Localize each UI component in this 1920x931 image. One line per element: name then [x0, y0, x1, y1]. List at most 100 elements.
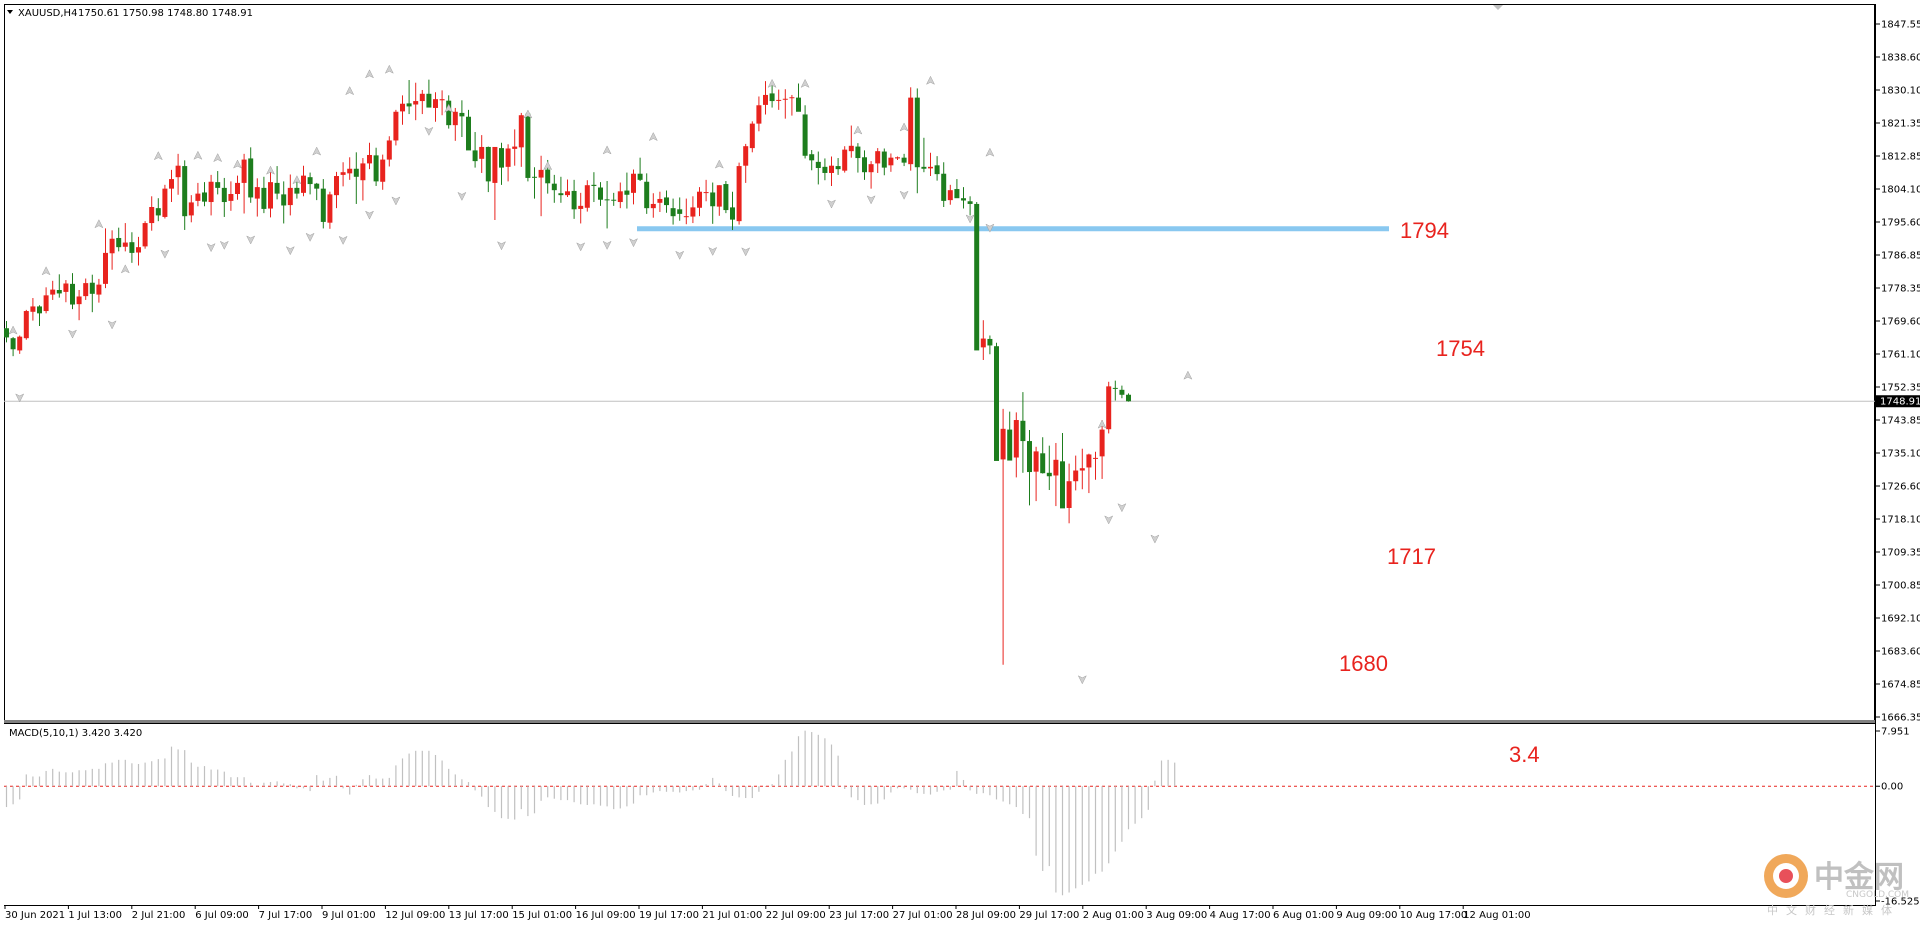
candle-body	[736, 166, 742, 222]
candle-body	[1126, 394, 1131, 402]
candle-body	[248, 158, 254, 198]
candle-body	[683, 216, 689, 218]
menu-triangle-icon[interactable]	[7, 10, 13, 14]
candle-body	[360, 163, 366, 181]
candle-body	[710, 192, 716, 207]
price-label: 1726.60	[1881, 482, 1920, 493]
fractal-up-arrow-icon	[345, 86, 355, 96]
candle-body	[796, 97, 801, 112]
fractal-up-arrow-icon	[648, 131, 658, 142]
fractal-up-arrow-icon	[265, 165, 276, 175]
candle-body	[637, 173, 643, 180]
candle-body	[327, 194, 333, 223]
logo-slogan: 中文财经新媒体	[1767, 903, 1900, 917]
candle-body	[525, 113, 531, 178]
fractal-up-arrow-icon	[899, 122, 909, 132]
candle-body	[961, 198, 966, 201]
candle-body	[122, 242, 128, 247]
candle-body	[294, 187, 300, 194]
time-label: 27 Jul 01:00	[893, 910, 953, 921]
price-label: 1743.85	[1881, 416, 1920, 427]
fractal-down-arrow-icon	[602, 240, 612, 250]
time-label: 6 Jul 09:00	[195, 910, 249, 921]
candle-body	[598, 187, 603, 200]
candle-body	[947, 190, 953, 201]
price-label: 1804.10	[1881, 185, 1920, 196]
candle-body	[37, 306, 42, 314]
candle-body	[835, 166, 841, 170]
time-label: 23 Jul 17:00	[829, 910, 889, 921]
candle-body	[934, 165, 940, 175]
time-label: 4 Aug 17:00	[1210, 910, 1271, 921]
watermark-logo: 中金网 中文财经新媒体 CNGOLD.COM	[1764, 854, 1909, 917]
candle-body	[485, 146, 491, 182]
candle-body	[1033, 451, 1039, 472]
candle-body	[657, 198, 663, 203]
candle-body	[261, 187, 267, 209]
fractal-up-arrow-icon	[523, 109, 533, 119]
shift-marker-icon[interactable]	[1493, 5, 1503, 10]
candle-body	[287, 187, 293, 206]
candle-body	[142, 223, 148, 247]
candle-body	[268, 182, 273, 209]
fractal-up-arrow-icon	[193, 150, 203, 160]
candle-body	[103, 252, 108, 284]
price-label: 1709.35	[1881, 548, 1920, 559]
candle-body	[472, 150, 478, 162]
macd-axis-label: 7.951	[1881, 727, 1910, 738]
candle-body	[1027, 441, 1032, 473]
price-label: 1700.85	[1881, 581, 1920, 592]
candle-body	[89, 282, 95, 294]
candle-body	[76, 296, 82, 305]
candle-body	[1020, 420, 1026, 442]
candle-body	[802, 114, 808, 156]
fractal-down-arrow-icon	[741, 247, 751, 257]
candle-body	[400, 103, 405, 112]
price-label: 1847.55	[1881, 20, 1920, 31]
logo-brand: 中金网	[1814, 860, 1904, 895]
price-label: 1674.85	[1881, 680, 1920, 691]
fractal-down-arrow-icon	[965, 214, 975, 224]
time-label: 19 Jul 17:00	[639, 910, 699, 921]
fractal-down-arrow-icon	[391, 196, 401, 206]
price-label: 1778.35	[1881, 284, 1920, 295]
candle-body	[716, 185, 722, 207]
time-label: 15 Jul 01:00	[512, 910, 572, 921]
candle-body	[1073, 470, 1079, 482]
candle-body	[776, 99, 782, 101]
time-label: 6 Aug 01:00	[1273, 910, 1334, 921]
candle-body	[591, 184, 597, 186]
candle-body	[611, 199, 617, 201]
candle-body	[452, 111, 458, 126]
fractal-down-arrow-icon	[1117, 503, 1127, 513]
time-label: 1 Jul 13:00	[68, 910, 122, 921]
candle-body	[624, 190, 630, 195]
fractal-down-arrow-icon	[985, 223, 995, 233]
candle-body	[43, 295, 49, 312]
candle-body	[149, 207, 155, 224]
candle-body	[901, 157, 907, 163]
candle-body	[492, 146, 498, 183]
candle-body	[347, 168, 353, 174]
fractal-down-arrow-icon	[496, 241, 507, 251]
candle-body	[353, 168, 359, 177]
candle-body	[565, 191, 570, 196]
candle-body	[512, 146, 518, 149]
candle-body	[782, 98, 788, 100]
fractal-down-arrow-icon	[1104, 515, 1114, 525]
symbol-label: XAUUSD,H4	[18, 8, 77, 19]
current-price-tag	[1876, 395, 1920, 408]
candle-body	[83, 283, 89, 297]
fractal-up-arrow-icon	[312, 146, 322, 156]
fractal-up-arrow-icon	[213, 153, 223, 163]
time-label: 16 Jul 09:00	[576, 910, 636, 921]
candle-body	[670, 208, 676, 217]
candle-body	[862, 157, 867, 173]
time-label: 13 Jul 17:00	[449, 910, 509, 921]
macd-histogram	[5, 730, 1176, 896]
candle-body	[1119, 389, 1125, 395]
candle-body	[175, 165, 181, 178]
